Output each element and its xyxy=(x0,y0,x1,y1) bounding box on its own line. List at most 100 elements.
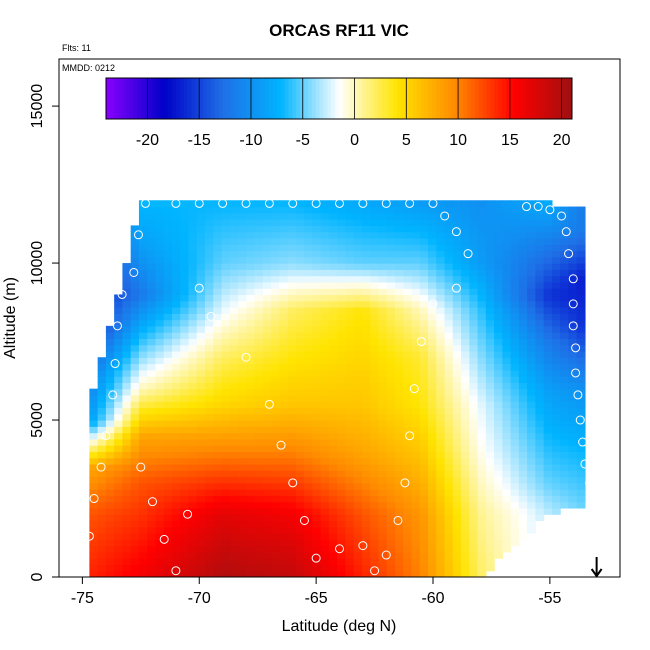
heatmap-cell xyxy=(452,294,462,302)
flight-track-point xyxy=(288,478,298,488)
heatmap-cell xyxy=(320,501,330,509)
heatmap-cell xyxy=(403,350,413,358)
heatmap-cell xyxy=(469,495,479,503)
heatmap-cell xyxy=(477,244,487,252)
heatmap-cell xyxy=(89,570,99,577)
heatmap-cell xyxy=(494,244,503,252)
heatmap-cell xyxy=(411,369,421,377)
heatmap-cell xyxy=(485,420,495,427)
heatmap-cell xyxy=(147,463,157,471)
heatmap-cell xyxy=(485,256,495,264)
heatmap-cell xyxy=(205,413,214,421)
heatmap-cell xyxy=(436,426,446,434)
heatmap-cell xyxy=(312,200,322,208)
heatmap-cell xyxy=(469,501,479,509)
heatmap-cell xyxy=(370,307,380,314)
heatmap-cell xyxy=(221,344,231,352)
heatmap-cell xyxy=(180,520,190,528)
heatmap-cell xyxy=(122,269,132,277)
heatmap-cell xyxy=(328,325,338,333)
heatmap-cell xyxy=(444,376,454,383)
heatmap-cell xyxy=(477,520,487,528)
heatmap-cell xyxy=(295,332,305,340)
heatmap-cell xyxy=(130,558,140,566)
flight-track-point xyxy=(159,534,169,544)
heatmap-cell xyxy=(469,275,479,283)
heatmap-cell xyxy=(353,219,363,226)
heatmap-cell xyxy=(304,457,313,465)
heatmap-cell xyxy=(378,558,388,566)
heatmap-cell xyxy=(411,275,421,283)
heatmap-cell xyxy=(312,256,322,264)
heatmap-cell xyxy=(279,539,289,547)
heatmap-cell xyxy=(147,457,157,465)
heatmap-cell xyxy=(180,212,190,220)
heatmap-cell xyxy=(502,256,512,264)
heatmap-cell xyxy=(560,338,570,346)
heatmap-cell xyxy=(279,319,289,327)
heatmap-cell xyxy=(122,520,132,528)
heatmap-cell xyxy=(213,307,223,314)
heatmap-cell xyxy=(171,256,181,264)
heatmap-cell xyxy=(180,281,190,289)
heatmap-cell xyxy=(576,426,586,434)
heatmap-cell xyxy=(403,363,413,371)
heatmap-cell xyxy=(147,212,157,220)
heatmap-cell xyxy=(543,212,553,220)
heatmap-cell xyxy=(386,275,396,283)
heatmap-cell xyxy=(180,413,190,421)
heatmap-cell xyxy=(271,376,280,383)
heatmap-cell xyxy=(428,394,437,402)
heatmap-cell xyxy=(527,470,536,478)
heatmap-cell xyxy=(105,332,115,340)
heatmap-cell xyxy=(551,263,561,270)
heatmap-cell xyxy=(213,539,223,547)
heatmap-cell xyxy=(452,526,462,534)
heatmap-cell xyxy=(494,332,503,340)
heatmap-cell xyxy=(122,319,132,327)
heatmap-cell xyxy=(122,363,132,371)
colorbar-segment xyxy=(568,78,573,119)
heatmap-cell xyxy=(527,250,536,258)
heatmap-cell xyxy=(419,570,429,577)
heatmap-cell xyxy=(485,332,495,340)
heatmap-cell xyxy=(271,281,280,289)
heatmap-cell xyxy=(188,344,198,352)
heatmap-cell xyxy=(213,482,223,490)
heatmap-cell xyxy=(560,307,570,314)
colorbar-segment xyxy=(370,78,375,119)
heatmap-cell xyxy=(295,376,305,383)
heatmap-cell xyxy=(188,288,198,296)
heatmap-cell xyxy=(188,231,198,239)
heatmap-cell xyxy=(436,438,446,446)
heatmap-cell xyxy=(568,263,578,270)
heatmap-cell xyxy=(246,325,256,333)
heatmap-cell xyxy=(221,237,231,245)
heatmap-cell xyxy=(477,426,487,434)
heatmap-cell xyxy=(254,551,264,559)
heatmap-cell xyxy=(271,401,280,409)
colorbar-tick-label: -10 xyxy=(239,132,262,149)
heatmap-cell xyxy=(436,558,446,566)
heatmap-cell xyxy=(353,250,363,258)
heatmap-cell xyxy=(147,319,157,327)
heatmap-cell xyxy=(130,269,140,277)
heatmap-cell xyxy=(345,382,355,390)
heatmap-cell xyxy=(361,231,371,239)
heatmap-cell xyxy=(353,369,363,377)
heatmap-cell xyxy=(105,445,115,453)
heatmap-cell xyxy=(510,281,520,289)
heatmap-cell xyxy=(163,212,173,220)
heatmap-cell xyxy=(461,281,470,289)
heatmap-cell xyxy=(452,300,462,308)
heatmap-cell xyxy=(105,401,115,409)
heatmap-cell xyxy=(353,263,363,270)
heatmap-cell xyxy=(419,401,429,409)
heatmap-cell xyxy=(378,420,388,427)
heatmap-cell xyxy=(171,350,181,358)
heatmap-cell xyxy=(271,357,280,365)
heatmap-cell xyxy=(361,369,371,377)
heatmap-cell xyxy=(279,225,289,233)
heatmap-cell xyxy=(304,344,313,352)
heatmap-cell xyxy=(370,363,380,371)
